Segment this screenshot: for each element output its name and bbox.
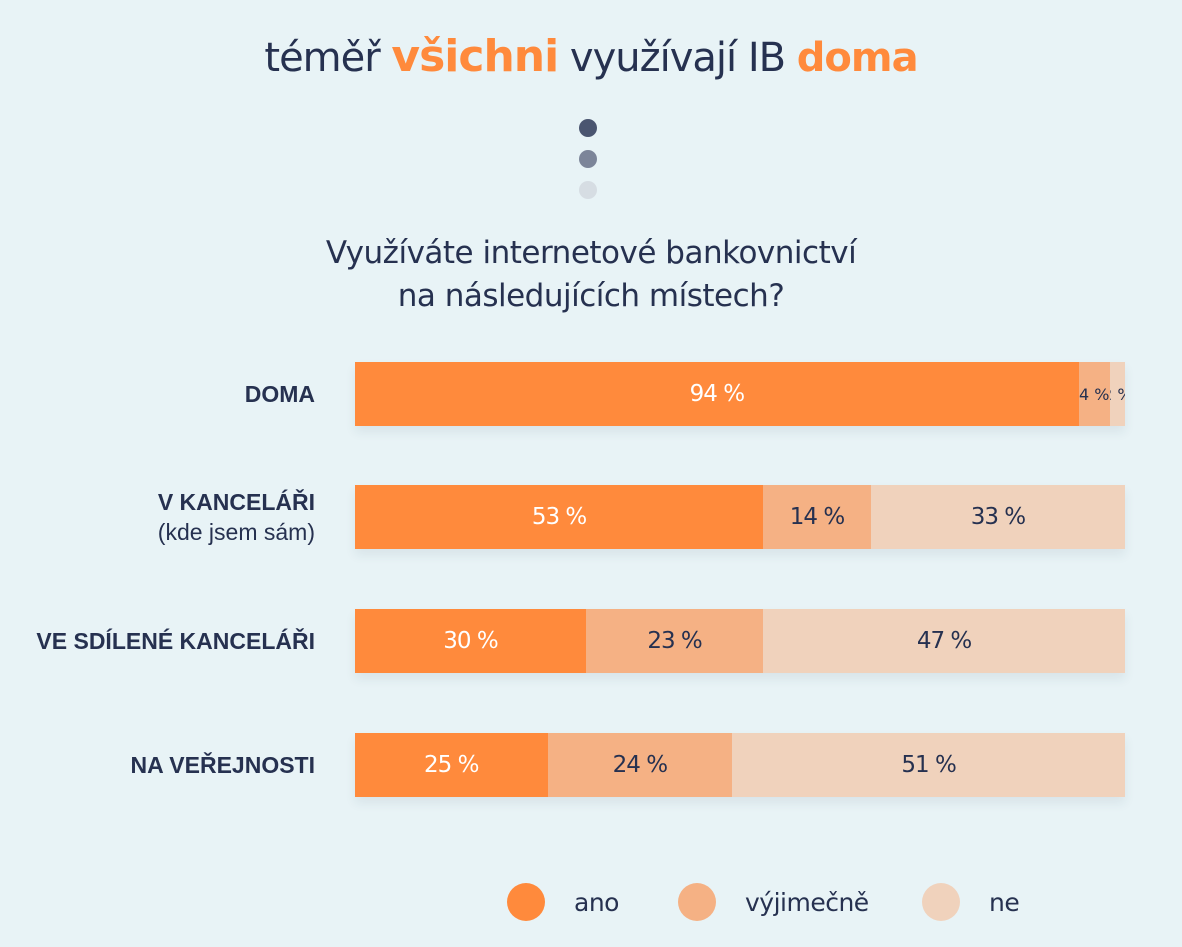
bar-segment-ano: 53 % — [355, 485, 764, 549]
category-label: VE SDÍLENÉ KANCELÁŘI — [36, 626, 315, 656]
legend-item-vyjimecne: výjimečně — [678, 882, 869, 922]
legend-swatch — [922, 883, 960, 921]
bar-segment-ne: 2 % — [1109, 362, 1125, 426]
headline-part-3: využívají IB — [558, 35, 797, 81]
category-label: V KANCELÁŘI (kde jsem sám) — [158, 487, 315, 547]
legend-item-ne: ne — [922, 882, 1020, 922]
bar-segment-ano: 94 % — [355, 362, 1079, 426]
bar-row: 25 % 24 % 51 % — [355, 733, 1125, 797]
category-label: NA VEŘEJNOSTI — [131, 750, 315, 780]
bar-segment-vyjimecne: 14 % — [763, 485, 871, 549]
data-label: 4 % — [1078, 384, 1110, 404]
bar-segment-vyjimecne: 24 % — [547, 733, 733, 797]
data-label: 2 % — [1110, 385, 1125, 404]
data-label: 51 % — [901, 752, 956, 778]
bar-segment-vyjimecne: 4 % — [1078, 362, 1110, 426]
data-label: 30 % — [443, 628, 498, 654]
question-line-1: Využíváte internetové bankovnictví — [325, 235, 857, 271]
bar-segment-ano: 25 % — [355, 733, 548, 797]
chart-question: Využíváte internetové bankovnictví na ná… — [0, 232, 1182, 318]
dot-3 — [579, 181, 597, 199]
legend-label: ne — [989, 887, 1020, 917]
legend-swatch — [507, 883, 545, 921]
headline-part-1: téměř — [264, 35, 392, 81]
legend-label: ano — [574, 887, 619, 917]
bar-segment-vyjimecne: 23 % — [586, 609, 764, 673]
data-label: 53 % — [531, 504, 587, 530]
bar-row: 30 % 23 % 47 % — [355, 609, 1125, 673]
category-label-main: V KANCELÁŘI — [157, 489, 315, 515]
category-label-main: VE SDÍLENÉ KANCELÁŘI — [36, 628, 315, 654]
legend-item-ano: ano — [507, 882, 619, 922]
dot-1 — [579, 119, 597, 137]
bar-segment-ne: 51 % — [732, 733, 1125, 797]
bar-row: 94 % 4 %2 % — [355, 362, 1125, 426]
category-label-sub: (kde jsem sám) — [157, 519, 315, 545]
category-label-main: NA VEŘEJNOSTI — [130, 752, 315, 778]
data-label: 33 % — [970, 504, 1026, 530]
dot-2 — [579, 150, 597, 168]
data-label: 14 % — [789, 504, 845, 530]
data-label: 47 % — [916, 628, 972, 654]
data-label: 25 % — [424, 752, 479, 778]
question-line-2: na následujících místech? — [397, 278, 785, 314]
headline-highlight-doma: doma — [796, 35, 919, 81]
bar-segment-ano: 30 % — [355, 609, 586, 673]
bar-segment-ne: 47 % — [763, 609, 1125, 673]
data-label: 23 % — [647, 628, 702, 654]
legend-label: výjimečně — [745, 887, 869, 917]
headline-highlight-vsichni: všichni — [391, 31, 559, 82]
legend-swatch — [678, 883, 716, 921]
headline: téměř všichni využívají IB doma — [0, 30, 1182, 85]
bar-segment-ne: 33 % — [870, 485, 1125, 549]
bar-row: 53 % 14 % 33 % — [355, 485, 1125, 549]
category-label: DOMA — [245, 379, 315, 409]
data-label: 24 % — [612, 752, 668, 778]
data-label: 94 % — [689, 381, 745, 407]
category-label-main: DOMA — [244, 381, 315, 407]
